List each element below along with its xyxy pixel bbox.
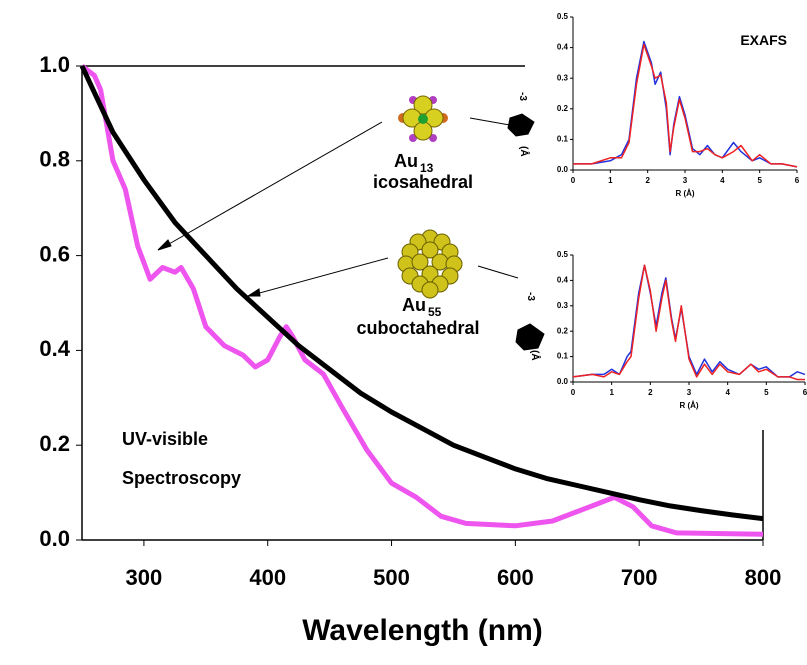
y-tick-label: 0.6 (39, 241, 70, 266)
x-axis-label: R (Å) (679, 401, 698, 410)
annotation: Spectroscopy (122, 468, 241, 488)
y-tick-label: 0.3 (557, 301, 569, 310)
y-tick-label: 1.0 (39, 52, 70, 77)
y-tick-label: 0.4 (557, 43, 569, 52)
annotation: icosahedral (373, 172, 473, 192)
y-tick-label: 0.0 (557, 165, 569, 174)
y-tick-label: 0.2 (557, 326, 569, 335)
inset-title: EXAFS (740, 32, 787, 48)
x-tick-label: 400 (249, 565, 286, 590)
x-tick-label: 1 (609, 388, 614, 397)
x-tick-label: 5 (764, 388, 769, 397)
y-tick-label: 0.5 (557, 250, 569, 259)
annotation: Au (402, 295, 426, 315)
y-tick-label: 0.0 (557, 377, 569, 386)
annotation-subscript: 55 (428, 305, 442, 319)
annotation: Au (394, 151, 418, 171)
x-axis-label: Wavelength (nm) (302, 614, 543, 647)
x-tick-label: 4 (720, 176, 725, 185)
x-tick-label: 6 (795, 176, 800, 185)
x-tick-label: 1 (608, 176, 613, 185)
y-tick-label: 0.2 (557, 104, 569, 113)
y-tick-label: 0.3 (557, 73, 569, 82)
x-tick-label: 0 (571, 388, 576, 397)
x-tick-label: 2 (648, 388, 653, 397)
x-tick-label: 0 (571, 176, 576, 185)
x-tick-label: 3 (683, 176, 688, 185)
y-axis-label-fragment: -3 (525, 292, 536, 301)
y-axis-label-fragment: (Å (518, 146, 531, 157)
x-tick-label: 800 (745, 565, 782, 590)
x-tick-label: 500 (373, 565, 410, 590)
y-tick-label: 0.1 (557, 352, 569, 361)
chart: 0.00.20.40.60.81.0300400500600700800Wave… (0, 0, 807, 660)
y-tick-label: 0.4 (557, 276, 569, 285)
x-tick-label: 2 (645, 176, 650, 185)
annotation: UV-visible (122, 429, 208, 449)
x-tick-label: 700 (621, 565, 658, 590)
y-tick-label: 0.5 (557, 12, 569, 21)
x-tick-label: 5 (757, 176, 762, 185)
x-axis-label: R (Å) (675, 189, 694, 198)
y-axis-label-fragment: (Å (529, 350, 542, 361)
y-tick-label: 0.1 (557, 135, 569, 144)
x-tick-label: 4 (725, 388, 730, 397)
y-axis-label-fragment: -3 (517, 92, 528, 101)
x-tick-label: 600 (497, 565, 534, 590)
annotation: cuboctahedral (356, 318, 479, 338)
x-tick-label: 6 (803, 388, 807, 397)
x-tick-label: 300 (126, 565, 163, 590)
y-tick-label: 0.2 (39, 431, 70, 456)
x-tick-label: 3 (687, 388, 692, 397)
y-tick-label: 0.8 (39, 147, 70, 172)
y-tick-label: 0.0 (39, 526, 70, 551)
y-tick-label: 0.4 (39, 336, 70, 361)
